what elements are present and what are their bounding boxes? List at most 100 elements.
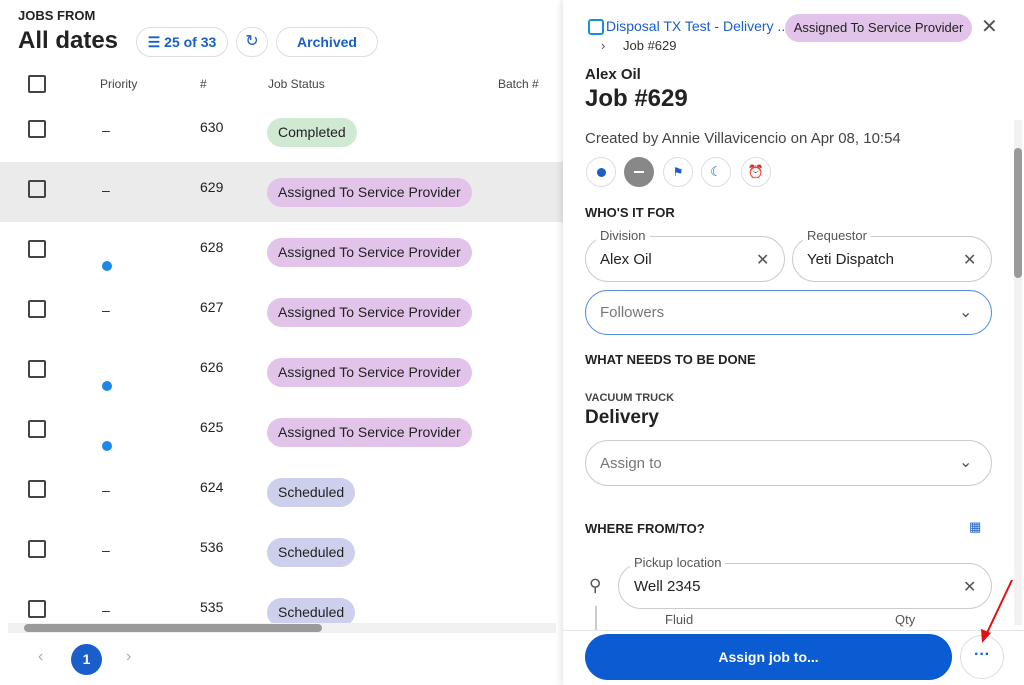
breadcrumb[interactable]: Disposal TX Test - Delivery ... [606, 18, 790, 34]
count-button[interactable]: ☰ 25 of 33 [136, 27, 228, 57]
service-type: VACUUM TRUCK [585, 392, 675, 404]
checkbox[interactable] [28, 120, 46, 138]
annotation-arrow [981, 579, 1013, 643]
prev-page[interactable]: ‹ [38, 648, 44, 665]
job-number: 624 [200, 479, 224, 495]
created: Created by Annie Villavicencio on Apr 08… [585, 130, 901, 147]
what-heading: WHAT NEEDS TO BE DONE [585, 352, 756, 367]
status-badge: Assigned To Service Provider [785, 14, 972, 42]
who-heading: WHO'S IT FOR [585, 205, 675, 220]
checkbox[interactable] [28, 420, 46, 438]
page-title: All dates [18, 27, 119, 54]
priority: – [102, 302, 110, 318]
where-heading: WHERE FROM/TO? [585, 521, 705, 536]
v-scrollbar[interactable] [1014, 120, 1022, 625]
refresh-button[interactable]: ↻ [236, 27, 268, 57]
pickup-value: Well 2345 [634, 578, 701, 595]
priority: – [102, 482, 110, 498]
pickup-field[interactable] [618, 563, 992, 609]
division-label: Division [596, 228, 650, 243]
priority: – [102, 182, 110, 198]
next-page[interactable]: › [126, 648, 132, 665]
h-scrollbar[interactable] [8, 623, 556, 633]
checkbox[interactable] [28, 300, 46, 318]
priority-icon[interactable] [586, 157, 616, 187]
sub-crumb: Job #629 [623, 38, 677, 53]
company: Alex Oil [585, 66, 641, 83]
job-number: 627 [200, 299, 224, 315]
count: ☰ [147, 34, 165, 50]
alarm-icon[interactable]: ⏰ [741, 157, 771, 187]
clear-division[interactable]: ✕ [756, 252, 770, 269]
flag-icon[interactable]: ⚑ [663, 157, 693, 187]
checkbox[interactable] [28, 600, 46, 618]
pin-icon: ⚲ [589, 576, 602, 595]
fluid-label: Fluid [661, 612, 698, 627]
status-badge: Scheduled [267, 538, 356, 567]
status-badge: Scheduled [267, 598, 356, 625]
status-badge: Assigned To Service Provider [267, 238, 472, 267]
column-header: Priority [100, 77, 138, 91]
crumb-icon [588, 19, 604, 35]
checkbox[interactable] [28, 360, 46, 378]
division-value: Alex Oil [600, 251, 652, 268]
none-icon[interactable] [624, 157, 654, 187]
job-number: 625 [200, 419, 224, 435]
crumb-arrow: › [601, 38, 606, 53]
column-header: Job Status [268, 77, 325, 91]
priority-dot [102, 381, 112, 391]
requestor-value: Yeti Dispatch [807, 251, 894, 268]
division-field[interactable] [585, 236, 785, 282]
checkbox[interactable] [28, 480, 46, 498]
assign-chevron[interactable]: ⌄ [959, 454, 973, 471]
followers-chevron[interactable]: ⌄ [959, 304, 973, 321]
requestor-field[interactable] [792, 236, 992, 282]
status-badge: Completed [267, 118, 357, 147]
status-badge: Scheduled [267, 478, 356, 507]
job-number: 630 [200, 119, 224, 135]
priority: – [102, 122, 110, 138]
checkbox[interactable] [28, 240, 46, 258]
job-title: Job #629 [585, 85, 688, 112]
count-text: 25 of 33 [164, 34, 217, 50]
followers-field[interactable] [585, 290, 992, 335]
job-number: 536 [200, 539, 224, 555]
status-badge: Assigned To Service Provider [267, 358, 472, 387]
map-button[interactable]: ▦ [969, 519, 982, 534]
job-panel: Disposal TX Test - Delivery ... › Job #6… [563, 0, 1024, 685]
job-number: 626 [200, 359, 224, 375]
service: Delivery [585, 407, 659, 428]
archived-button[interactable]: Archived [276, 27, 378, 57]
clear-requestor[interactable]: ✕ [963, 252, 977, 269]
checkbox[interactable] [28, 540, 46, 558]
priority: – [102, 602, 110, 618]
status-badge: Assigned To Service Provider [267, 178, 472, 207]
pickup-label: Pickup location [630, 555, 726, 570]
checkbox[interactable] [28, 180, 46, 198]
job-number: 628 [200, 239, 224, 255]
close-button[interactable]: ✕ [981, 16, 998, 38]
assign-field[interactable] [585, 440, 992, 486]
priority: – [102, 542, 110, 558]
eyebrow: JOBS FROM [18, 8, 96, 23]
clear-pickup[interactable]: ✕ [963, 579, 977, 596]
checkbox[interactable] [28, 75, 46, 93]
job-number: 629 [200, 179, 224, 195]
status-badge: Assigned To Service Provider [267, 298, 472, 327]
night-icon[interactable]: ☾ [701, 157, 731, 187]
requestor-label: Requestor [803, 228, 871, 243]
assign-button[interactable]: Assign job to... [585, 634, 952, 680]
page-button[interactable]: 1 [71, 644, 102, 675]
column-header: Batch # [498, 77, 539, 91]
qty-label: Qty [891, 612, 920, 627]
status-badge: Assigned To Service Provider [267, 418, 472, 447]
assign-placeholder: Assign to [600, 455, 662, 472]
followers-placeholder: Followers [600, 304, 665, 321]
jobs-table: Priority # Job Status Batch # – 630 Completed –… [0, 65, 563, 625]
job-number: 535 [200, 599, 224, 615]
route-line [595, 606, 597, 630]
column-header: # [200, 77, 207, 91]
priority-dot [102, 441, 112, 451]
priority-dot [102, 261, 112, 271]
